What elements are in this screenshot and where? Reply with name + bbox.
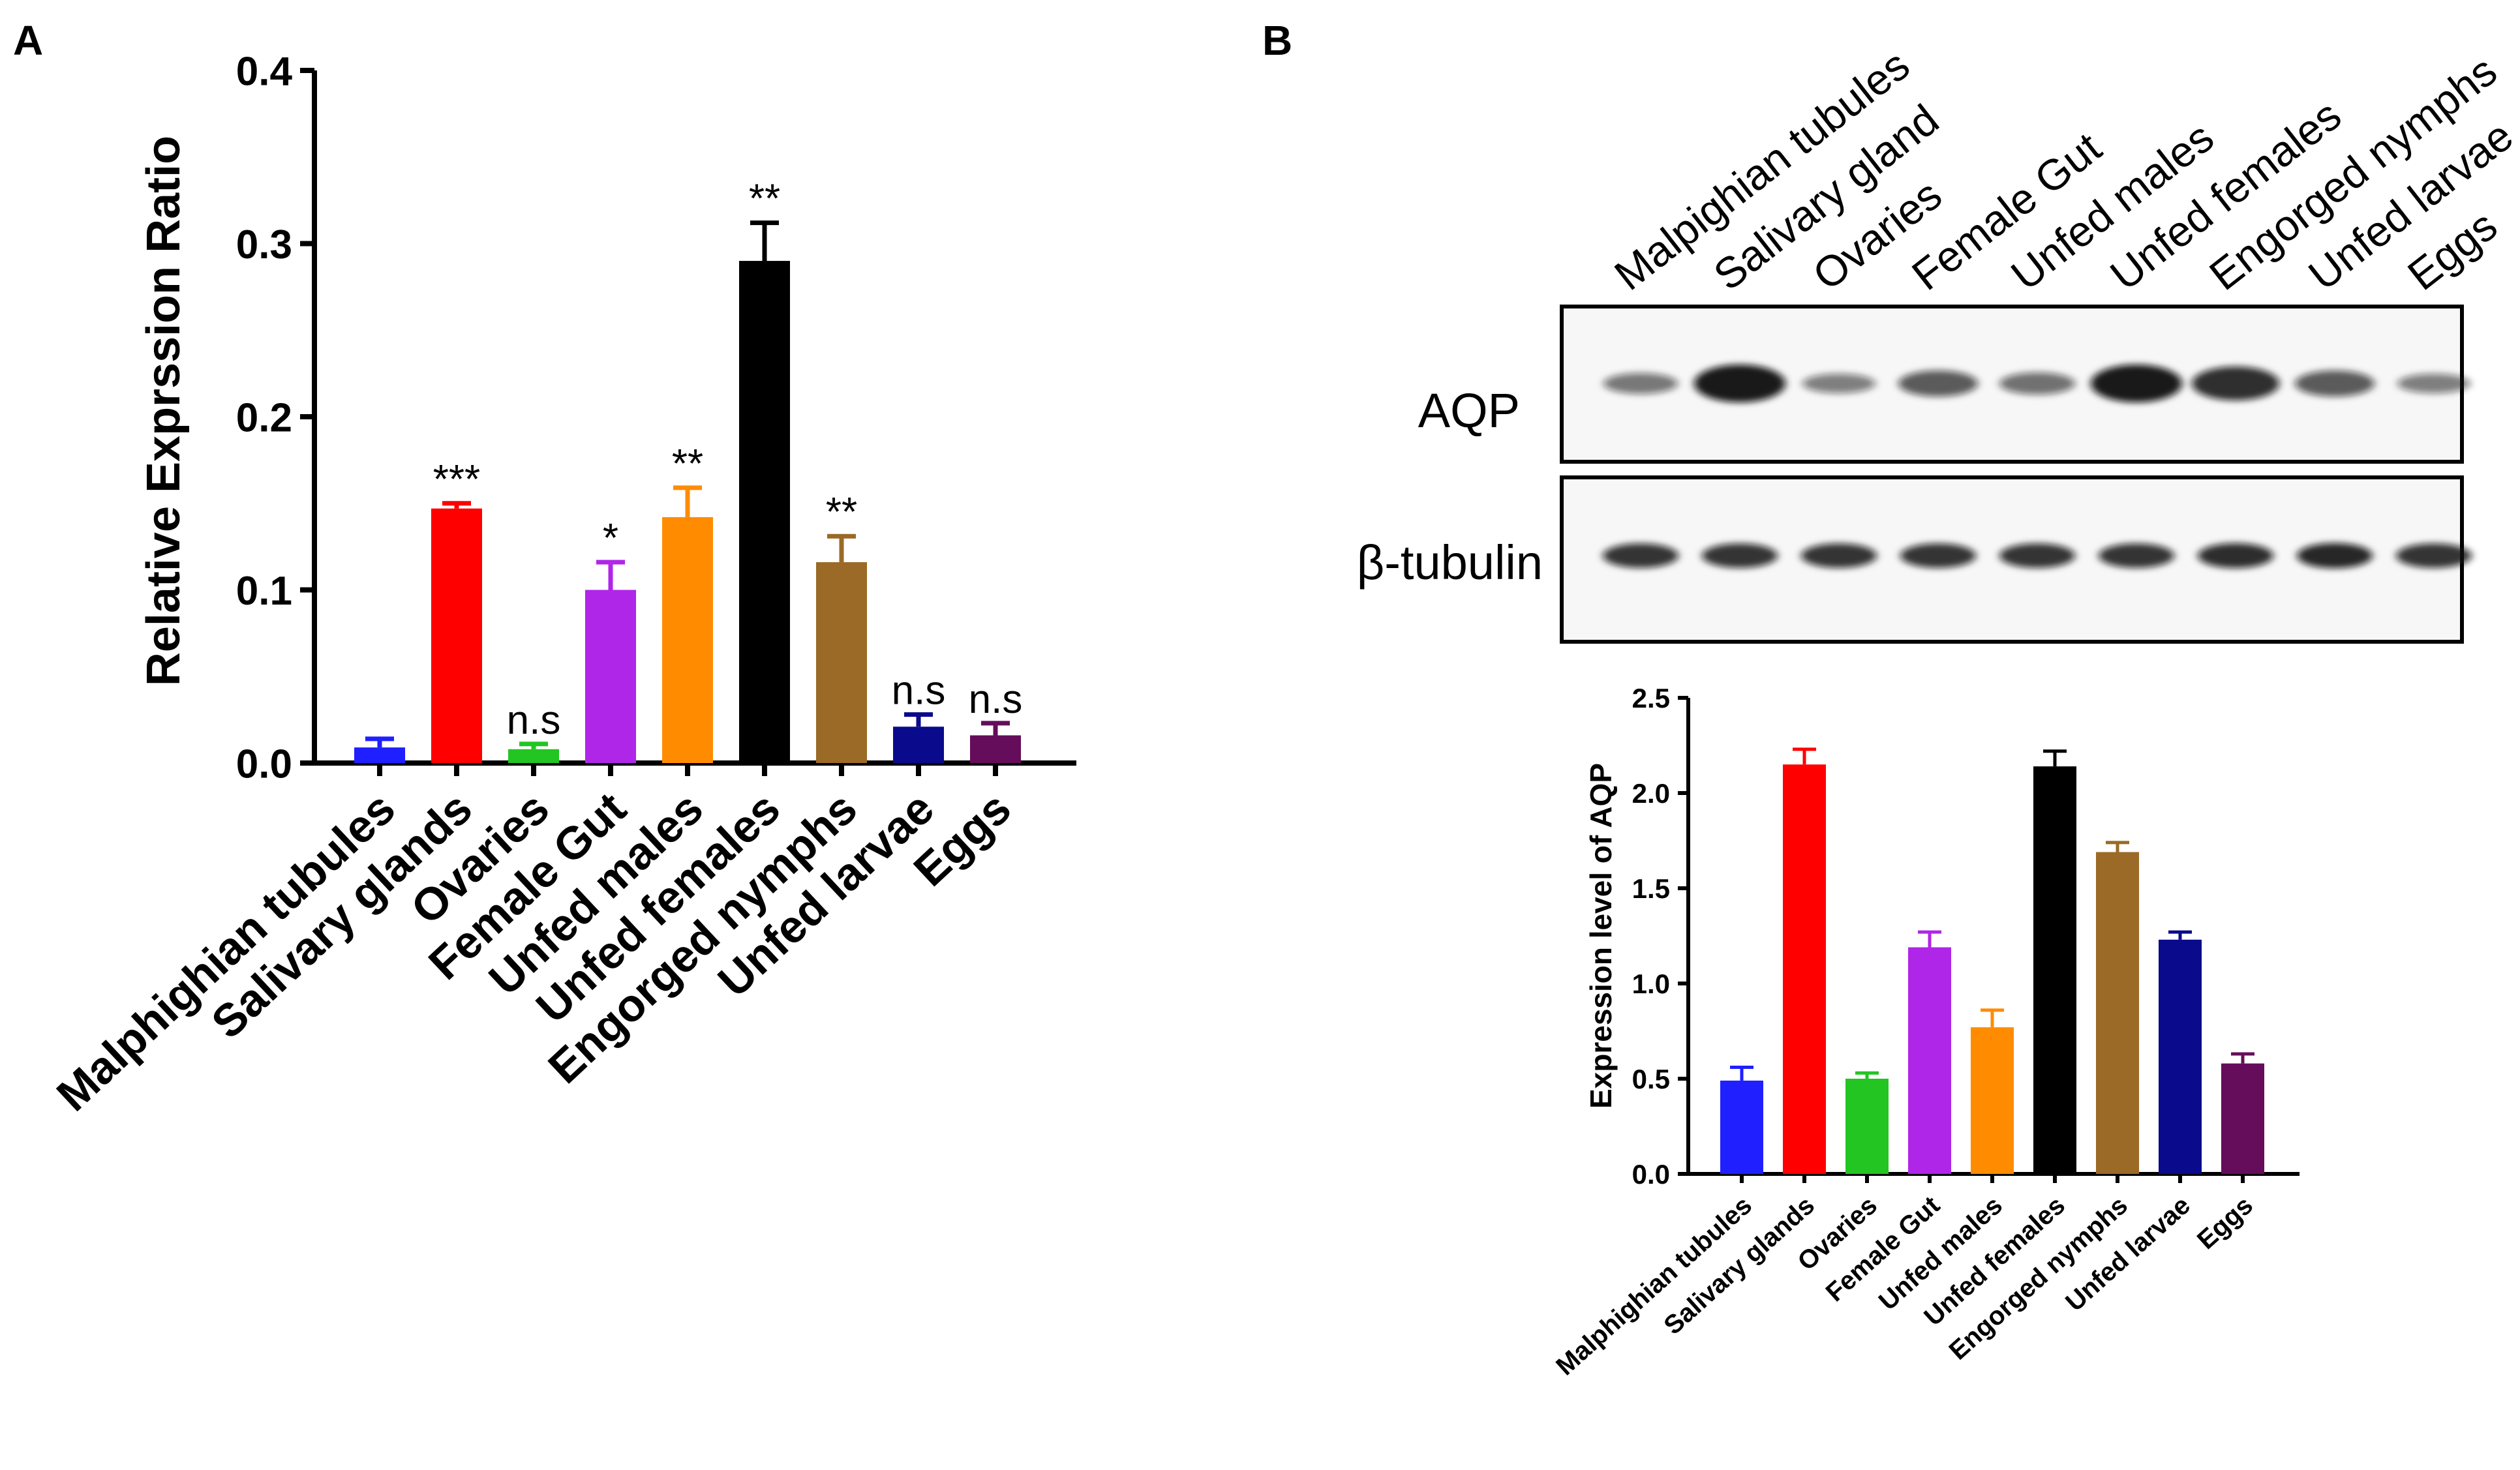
chart-a-category-label: Malphighian tubules [47,783,404,1121]
blot-tubulin-band [1702,543,1778,568]
blot-tubulin-band [1999,543,2075,568]
chart-a-ytick-label: 0.1 [236,569,292,614]
chart-b-bar-salivary-glands [1783,764,1826,1174]
blot-tubulin-band [1603,543,1678,568]
blot-aqp-band [1694,365,1785,402]
chart-b-ylabel: Expression level of AQP [1584,763,1618,1109]
blot-tubulin-band [2198,543,2273,569]
panel-label-b: B [1262,17,1292,64]
chart-b: Expression level of AQP 0.0 0.5 1.0 1.5 2.0 2… [1551,683,2300,1381]
blot-aqp-band [2091,365,2182,402]
chart-a-bar-engorged-nymphs [816,562,867,763]
blot-tubulin-band [1801,543,1877,568]
chart-b-bar-female-gut [1908,947,1951,1174]
chart-b-ytick-label: 0.5 [1632,1064,1670,1094]
chart-b-bar-unfed-larvae [2159,939,2202,1174]
chart-a-ylabel: Relative Exprssion Ratio [138,136,190,686]
chart-a-axes: 0.0 0.1 0.2 0.3 0.4 [236,49,1076,787]
blot-tubulin-band [2297,543,2373,569]
chart-a-significance-engorged-nymphs: ** [826,490,857,535]
chart-a-significance-female-gut: * [603,516,618,561]
blot-aqp-band [2295,370,2375,397]
blot-tubulin-label: β-tubulin [1357,535,1543,590]
chart-b-axes: 0.0 0.5 1.0 1.5 2.0 2.5 [1632,683,2300,1190]
blot-aqp-band [1898,370,1978,397]
blot-aqp-band [2192,367,2279,400]
chart-b-bar-eggs [2221,1063,2264,1174]
blot-aqp-bands [1603,365,2470,402]
chart-a-bar-malphighian-tubules [354,747,405,763]
chart-a-bar-ovaries [508,749,559,763]
chart-a-significance-unfed-larvae: n.s [892,668,946,713]
blot-tubulin-bands [1603,543,2472,569]
chart-b-bar-ovaries [1845,1079,1889,1174]
chart-b-bars [1720,747,2264,1174]
chart-a-ytick-label: 0.3 [236,222,292,267]
chart-b-ytick-label: 0.0 [1632,1159,1670,1190]
chart-b-bar-engorged-nymphs [2096,852,2139,1174]
chart-b-category-label: Eggs [2192,1191,2258,1255]
chart-b-bar-malphighian-tubules [1720,1080,1763,1174]
chart-a: Relative Exprssion Ratio 0.0 0.1 0.2 0.3 0.4… [47,49,1076,1120]
blot-aqp-label: AQP [1418,383,1520,438]
chart-b-ytick-label: 2.5 [1632,683,1670,713]
chart-a-bar-unfed-males [662,517,713,763]
chart-b-bar-unfed-males [1971,1027,2014,1174]
chart-a-bar-eggs [970,735,1021,763]
western-blot: AQP β-tubulin [1357,305,2472,644]
chart-a-significance-salivary-glands: *** [433,457,480,502]
blot-aqp-band [2397,374,2470,393]
chart-b-bar-unfed-females [2033,766,2076,1174]
blot-tubulin-band [1900,543,1976,568]
blot-aqp-band [1802,374,1875,393]
chart-a-bar-salivary-glands [431,508,482,763]
chart-a-ytick-label: 0.0 [236,742,292,787]
blot-tubulin-band [2099,543,2174,568]
panel-label-a: A [13,17,43,64]
chart-a-ytick-label: 0.2 [236,395,292,440]
blot-aqp-band [1999,372,2075,395]
chart-a-bars: ***n.s*******n.s n.s [354,177,1022,763]
blot-tubulin-band [2396,543,2472,568]
chart-a-significance-unfed-females: ** [749,177,780,222]
chart-a-bar-unfed-larvae [893,727,944,763]
chart-b-ytick-label: 2.0 [1632,778,1670,809]
blot-aqp-band [1603,373,1678,394]
chart-b-ytick-label: 1.5 [1632,873,1670,904]
chart-a-significance-eggs: n.s [969,677,1023,722]
chart-b-ytick-label: 1.0 [1632,968,1670,999]
chart-a-bar-unfed-females [739,261,790,763]
chart-a-significance-unfed-males: ** [672,442,703,487]
chart-a-bar-female-gut [585,590,636,763]
chart-a-ytick-label: 0.4 [236,49,293,94]
chart-a-significance-ovaries: n.s [507,698,561,743]
